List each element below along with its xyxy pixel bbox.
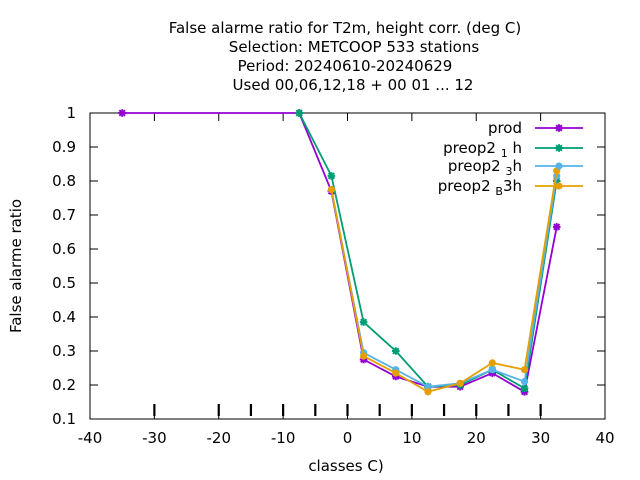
title-line-2: Selection: METCOOP 533 stations <box>229 38 480 56</box>
y-tick-label: 0.9 <box>52 138 76 156</box>
title-line-1: False alarme ratio for T2m, height corr.… <box>169 19 522 37</box>
data-point <box>424 383 432 391</box>
data-point <box>456 379 464 387</box>
legend-entry: prod <box>488 119 583 137</box>
series-layer <box>118 109 561 396</box>
x-axis-label: classes C) <box>308 457 383 475</box>
legend-entry: preop2 B3h <box>438 177 583 198</box>
chart-title: False alarme ratio for T2m, height corr.… <box>169 19 522 94</box>
legend-entry: preop2 1 h <box>443 139 583 160</box>
data-point <box>555 124 563 132</box>
data-point <box>359 352 368 360</box>
x-tick-label: 10 <box>402 429 421 447</box>
y-tick-label: 0.5 <box>52 274 76 292</box>
y-axis: 0.1 0.2 0.3 0.4 0.5 0.6 0.7 0.8 0.9 1 <box>52 104 605 428</box>
series-line <box>330 170 558 393</box>
y-tick-label: 0.7 <box>52 206 76 224</box>
data-point <box>327 172 336 180</box>
y-tick-label: 0.6 <box>52 240 76 258</box>
data-point <box>118 109 126 117</box>
legend-label: prod <box>488 119 522 137</box>
data-point <box>392 369 400 377</box>
data-point <box>295 109 304 117</box>
data-point <box>391 347 400 355</box>
data-point <box>488 366 496 374</box>
x-tick-label: -20 <box>207 429 232 447</box>
y-axis-label: False alarme ratio <box>7 199 25 333</box>
data-point <box>555 182 563 190</box>
legend-entry: preop2 3h <box>448 157 583 178</box>
x-tick-label: 30 <box>531 429 550 447</box>
bottom-marks <box>153 404 542 416</box>
title-line-4: Used 00,06,12,18 + 00 01 ... 12 <box>233 76 474 94</box>
y-tick-label: 0.3 <box>52 342 76 360</box>
legend-label: preop2 B3h <box>438 177 522 198</box>
data-point <box>520 366 529 374</box>
legend-label: preop2 3h <box>448 157 522 178</box>
data-point <box>555 162 563 170</box>
data-point <box>359 318 368 326</box>
data-point <box>520 384 529 393</box>
series-4 <box>327 167 561 396</box>
data-point <box>327 185 336 194</box>
x-tick-label: -40 <box>78 429 103 447</box>
title-line-3: Period: 20240610-20240629 <box>238 57 453 75</box>
x-tick-label: 0 <box>343 429 353 447</box>
y-tick-label: 0.4 <box>52 308 76 326</box>
data-point <box>552 223 561 231</box>
x-tick-label: 40 <box>595 429 614 447</box>
x-tick-label: 20 <box>467 429 486 447</box>
x-tick-label: -10 <box>271 429 296 447</box>
series-line <box>330 175 558 388</box>
y-tick-label: 1 <box>66 104 76 122</box>
data-point <box>555 144 563 152</box>
y-tick-label: 0.2 <box>52 376 76 394</box>
y-tick-label: 0.8 <box>52 172 76 190</box>
data-point <box>488 359 496 367</box>
y-tick-label: 0.1 <box>52 410 76 428</box>
legend-label: preop2 1 h <box>443 139 522 160</box>
data-point <box>424 388 432 396</box>
x-tick-label: -30 <box>142 429 167 447</box>
x-axis: -40 -30 -20 -10 0 10 20 30 40 <box>78 113 615 447</box>
data-point <box>520 378 529 386</box>
